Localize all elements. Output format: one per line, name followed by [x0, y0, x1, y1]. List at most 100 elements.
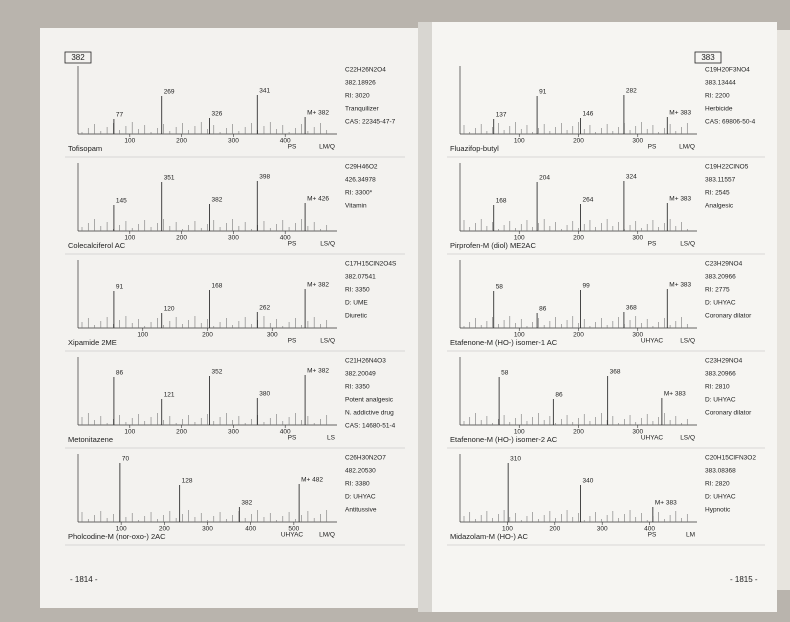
tick-label: 200 — [573, 429, 584, 436]
compound-info: RI: 3020 — [345, 93, 370, 100]
compound-info: 482.20530 — [345, 468, 376, 475]
source-label: UHYAC — [641, 435, 664, 442]
tick-label: 100 — [514, 332, 525, 339]
compound-name: Etafenone-M (HO-) isomer-1 AC — [450, 338, 558, 347]
peak-label: 86 — [555, 392, 563, 399]
tick-label: 400 — [280, 138, 291, 145]
peak-label: 368 — [610, 369, 621, 376]
compound-info: RI: 2810 — [705, 384, 730, 391]
tick-label: 300 — [228, 429, 239, 436]
tick-label: 200 — [573, 332, 584, 339]
tick-label: 100 — [124, 429, 135, 436]
peak-label: 382 — [212, 197, 223, 204]
tick-label: 100 — [514, 429, 525, 436]
tick-label: 400 — [644, 526, 655, 533]
compound-info: D: UHYAC — [705, 494, 736, 501]
peak-label: M+ 426 — [307, 196, 329, 203]
compound-info: Potent analgesic — [345, 397, 394, 404]
compound-info: D: UHYAC — [705, 397, 736, 404]
compound-info: Tranquilizer — [345, 106, 380, 113]
scale-label: LM/Q — [319, 144, 335, 151]
content: 382 - 1814 - 77 269 326 341 M+ 382 100 200 300 400… — [64, 51, 765, 584]
tick-label: 100 — [502, 526, 513, 533]
page-number-box — [64, 51, 92, 64]
peak-label: 58 — [501, 370, 509, 377]
peak-label: 282 — [626, 88, 637, 95]
peak-label: 168 — [212, 283, 223, 290]
compound-info: D: UHYAC — [345, 494, 376, 501]
peak-label: 58 — [496, 284, 504, 291]
compound-name: Fluazifop-butyl — [450, 144, 499, 153]
tick-label: 200 — [549, 526, 560, 533]
tick-label: 300 — [228, 235, 239, 242]
tick-label: 300 — [632, 138, 643, 145]
scale-label: LS/Q — [320, 241, 335, 248]
compound-info: 382.18926 — [345, 80, 376, 87]
peak-label: 168 — [496, 198, 507, 205]
compound-info: CAS: 14680-51-4 — [345, 423, 396, 430]
compound-info: D: UME — [345, 300, 368, 307]
peak-label: 86 — [539, 306, 547, 313]
scale-label: LM/Q — [679, 144, 695, 151]
peak-label: 269 — [164, 89, 175, 96]
tick-label: 100 — [116, 526, 127, 533]
compound-info: 382.20049 — [345, 371, 376, 378]
peak-label: M+ 383 — [655, 500, 677, 507]
peak-label: 326 — [212, 111, 223, 118]
compound-info: C23H29NO4 — [705, 261, 743, 268]
compound-info: C29H46O2 — [345, 164, 378, 171]
peak-label: 91 — [539, 89, 547, 96]
source-label: PS — [648, 532, 657, 539]
compound-info: CAS: 69806-50-4 — [705, 119, 756, 126]
tick-label: 200 — [176, 429, 187, 436]
compound-info: Diuretic — [345, 313, 368, 320]
scale-label: LM — [686, 532, 695, 539]
peak-label: 121 — [164, 392, 175, 399]
tick-label: 200 — [159, 526, 170, 533]
source-label: PS — [288, 241, 297, 248]
compound-info: Vitamin — [345, 203, 367, 210]
page-number: 383 — [701, 53, 715, 62]
compound-name: Tofisopam — [68, 144, 102, 153]
source-label: PS — [288, 144, 297, 151]
tick-label: 100 — [124, 235, 135, 242]
compound-info: RI: 2545 — [705, 190, 730, 197]
compound-info: 383.11557 — [705, 177, 736, 184]
tick-label: 100 — [124, 138, 135, 145]
compound-info: RI: 2775 — [705, 287, 730, 294]
tick-label: 200 — [573, 235, 584, 242]
compound-info: Herbicide — [705, 106, 733, 113]
compound-info: C19H20F3NO4 — [705, 67, 750, 74]
peak-label: 340 — [583, 478, 594, 485]
compound-name: Etafenone-M (HO-) isomer-2 AC — [450, 435, 558, 444]
peak-label: 382 — [241, 500, 252, 507]
compound-info: Coronary dilator — [705, 313, 752, 320]
compound-name: Pholcodine-M (nor-oxo-) 2AC — [68, 532, 166, 541]
compound-info: RI: 3350 — [345, 287, 370, 294]
peak-label: 128 — [182, 478, 193, 485]
page-footer: - 1814 - — [70, 575, 98, 584]
compound-info: RI: 2200 — [705, 93, 730, 100]
scale-label: LS/Q — [680, 435, 695, 442]
compound-name: Metonitazene — [68, 435, 113, 444]
scale-label: LS/Q — [320, 338, 335, 345]
source-label: PS — [648, 144, 657, 151]
compound-info: D: UHYAC — [705, 300, 736, 307]
tick-label: 100 — [514, 235, 525, 242]
peak-label: 120 — [164, 306, 175, 313]
peak-label: M+ 383 — [669, 110, 691, 117]
tick-label: 300 — [597, 526, 608, 533]
peak-label: M+ 382 — [307, 110, 329, 117]
tick-label: 300 — [632, 332, 643, 339]
peak-label: M+ 383 — [669, 282, 691, 289]
peak-label: 352 — [212, 369, 223, 376]
tick-label: 400 — [245, 526, 256, 533]
compound-info: C21H26N4O3 — [345, 358, 386, 365]
tick-label: 300 — [632, 429, 643, 436]
compound-name: Pirprofen-M (diol) ME2AC — [450, 241, 536, 250]
tick-label: 200 — [176, 138, 187, 145]
compound-info: C17H15ClN2O4S — [345, 261, 397, 268]
compound-info: C19H22ClNO5 — [705, 164, 749, 171]
compound-info: C20H15ClFN3O2 — [705, 455, 756, 462]
